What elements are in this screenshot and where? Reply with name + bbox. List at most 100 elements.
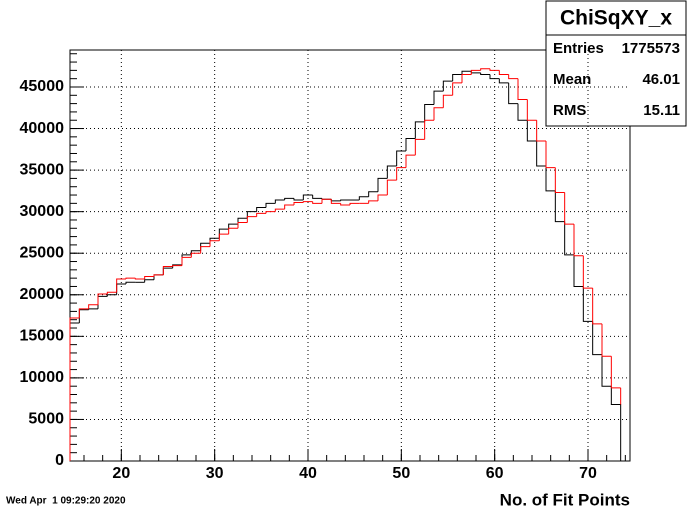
histogram-bin bbox=[368, 200, 378, 204]
histogram-bin bbox=[508, 74, 518, 80]
histogram-bin bbox=[517, 78, 528, 100]
histogram-bin bbox=[592, 288, 602, 325]
y-tick-label: 10000 bbox=[20, 369, 65, 386]
histogram-bin bbox=[480, 68, 490, 71]
y-tick-label: 30000 bbox=[20, 203, 65, 220]
x-tick-label: 40 bbox=[299, 465, 317, 482]
y-tick-label: 40000 bbox=[20, 120, 65, 137]
histogram-bin bbox=[256, 207, 266, 212]
histogram-bin bbox=[312, 195, 322, 199]
histogram-bin bbox=[274, 199, 285, 204]
stats-title: ChiSqXY_x bbox=[560, 7, 672, 30]
histogram-bin bbox=[573, 224, 584, 257]
histogram-bin bbox=[536, 120, 546, 142]
x-tick-label: 20 bbox=[112, 465, 130, 482]
histogram-bin bbox=[181, 254, 192, 265]
histogram-bin bbox=[97, 293, 108, 305]
histogram-bin bbox=[88, 304, 98, 309]
histogram-bin bbox=[237, 221, 248, 229]
histogram-bin bbox=[564, 221, 574, 256]
histogram-bin bbox=[442, 80, 453, 92]
histogram-bin bbox=[274, 208, 285, 212]
histogram-bin bbox=[526, 99, 537, 121]
histogram-bin bbox=[433, 90, 444, 105]
histogram-bin bbox=[358, 196, 369, 201]
histogram-bin bbox=[405, 138, 416, 151]
y-tick-label: 20000 bbox=[20, 286, 65, 303]
histogram-bin bbox=[69, 322, 80, 461]
histogram-bin bbox=[162, 266, 173, 275]
histogram-bin bbox=[265, 202, 276, 208]
histogram-bin bbox=[405, 154, 416, 168]
stats-value: 1775573 bbox=[622, 40, 680, 57]
histogram-bin bbox=[554, 190, 565, 223]
histogram-bin bbox=[498, 78, 509, 84]
histogram-bin bbox=[312, 201, 322, 204]
histogram-bin bbox=[424, 119, 434, 140]
histogram-bin bbox=[582, 255, 593, 289]
histogram-bin bbox=[265, 211, 276, 214]
histogram-bin bbox=[610, 356, 621, 389]
y-tick-label: 45000 bbox=[20, 78, 65, 95]
histogram-bin bbox=[582, 286, 593, 322]
histogram-bin bbox=[302, 201, 313, 203]
histogram-bin bbox=[545, 141, 556, 169]
histogram-bin bbox=[489, 74, 500, 80]
x-tick-label: 70 bbox=[579, 465, 597, 482]
x-tick-label: 60 bbox=[486, 465, 504, 482]
histogram-bin bbox=[302, 194, 313, 201]
y-tick-label: 25000 bbox=[20, 244, 65, 261]
histogram-bin bbox=[433, 107, 444, 121]
x-tick-label: 50 bbox=[392, 465, 410, 482]
histogram-bin bbox=[330, 199, 341, 202]
histogram-bin bbox=[78, 309, 89, 324]
histogram-bin bbox=[489, 68, 500, 71]
histogram-bin bbox=[368, 191, 378, 197]
histogram-bin bbox=[610, 386, 622, 461]
histogram-bin bbox=[144, 279, 154, 283]
histogram-bin bbox=[106, 294, 117, 297]
histogram-bin bbox=[442, 94, 453, 108]
stats-value: 46.01 bbox=[642, 71, 680, 88]
histogram-bin bbox=[172, 265, 182, 267]
timestamp: Wed Apr 1 09:29:20 2020 bbox=[6, 496, 126, 507]
stats-box bbox=[545, 0, 687, 127]
histogram-bin bbox=[480, 72, 490, 76]
histogram-bin bbox=[88, 308, 98, 310]
x-tick-label: 30 bbox=[206, 465, 224, 482]
histogram-bin bbox=[116, 278, 126, 293]
histogram-bin bbox=[377, 194, 388, 201]
histogram-bin bbox=[153, 274, 164, 280]
histogram-bin bbox=[200, 246, 210, 254]
histogram-bin bbox=[386, 165, 397, 179]
y-tick-label: 15000 bbox=[20, 328, 65, 345]
histogram-bin bbox=[246, 216, 257, 223]
histogram-bin bbox=[284, 204, 294, 210]
histogram-bin bbox=[97, 295, 108, 309]
y-tick-label: 5000 bbox=[28, 411, 64, 428]
histogram-bin bbox=[162, 267, 173, 275]
histogram-bin bbox=[69, 317, 80, 461]
histogram-bin bbox=[452, 74, 462, 82]
histogram-bin bbox=[228, 227, 238, 235]
histogram-bin bbox=[116, 283, 126, 295]
histogram-bin bbox=[424, 103, 434, 122]
histogram-bin bbox=[517, 103, 528, 121]
histogram-bin bbox=[461, 74, 472, 83]
histogram-bin bbox=[228, 223, 238, 230]
histogram-bin bbox=[78, 308, 89, 319]
y-tick-label: 0 bbox=[55, 452, 64, 469]
y-tick-label: 35000 bbox=[20, 161, 65, 178]
histogram-bin bbox=[330, 199, 341, 204]
stats-label: RMS bbox=[553, 102, 586, 119]
stats-label: Mean bbox=[553, 71, 591, 88]
stats-value: 15.11 bbox=[643, 102, 680, 119]
histogram-bin bbox=[256, 212, 266, 217]
histogram-bin bbox=[386, 179, 397, 196]
histogram-bin bbox=[190, 252, 201, 258]
histogram-bin bbox=[470, 71, 481, 74]
histogram-bin bbox=[396, 167, 406, 181]
histogram-bin bbox=[293, 202, 304, 206]
histogram-bin bbox=[452, 82, 462, 96]
